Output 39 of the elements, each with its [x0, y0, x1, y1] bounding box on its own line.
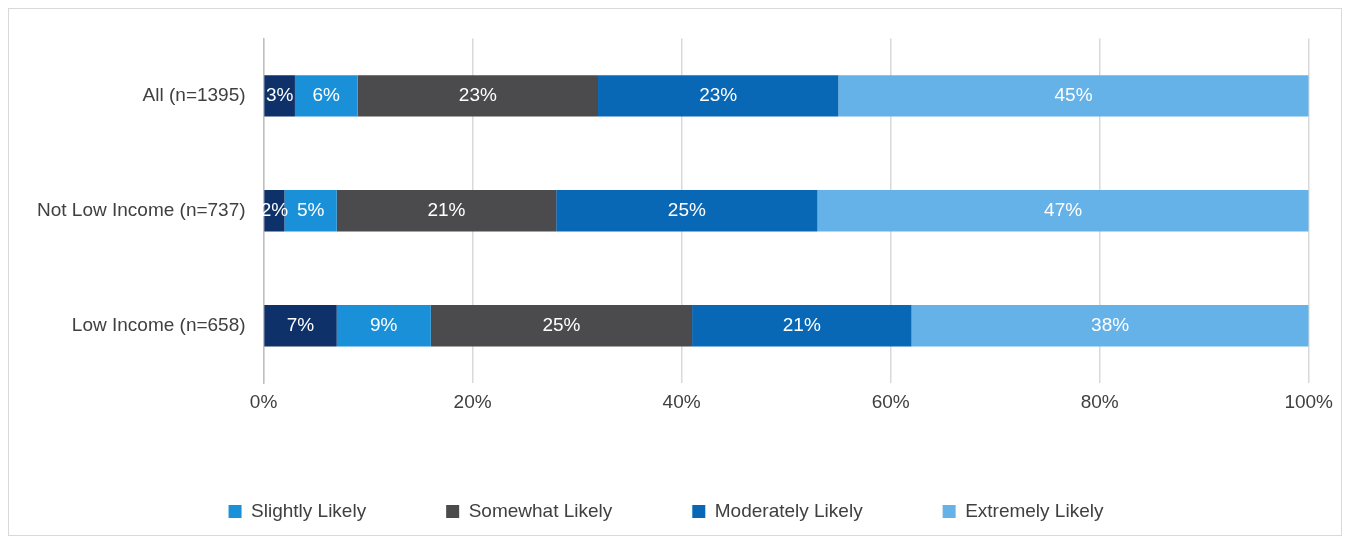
data-label: 21% [782, 313, 821, 335]
y-tick-label: All (n=1395) [142, 84, 246, 106]
data-label: 5% [296, 199, 325, 221]
data-label: 38% [1091, 313, 1130, 335]
legend-label: Moderately Likely [714, 499, 864, 521]
data-label: 23% [458, 84, 497, 106]
bar [598, 75, 839, 117]
legend-label: Extremely Likely [965, 499, 1104, 521]
bar [294, 75, 358, 117]
x-tick-label: 20% [453, 390, 492, 412]
bar [817, 190, 1309, 232]
bar [838, 75, 1309, 117]
data-label: 6% [312, 84, 341, 106]
bar [336, 190, 557, 232]
x-tick-label: 0% [249, 390, 278, 412]
bar [692, 305, 912, 347]
data-label: 3% [265, 84, 294, 106]
bar [430, 305, 693, 347]
data-label: 21% [427, 199, 466, 221]
bar [556, 190, 818, 232]
data-label: 47% [1044, 199, 1083, 221]
bar [911, 305, 1309, 347]
data-label: 25% [667, 199, 706, 221]
bar [264, 305, 337, 347]
data-label: 45% [1054, 84, 1093, 106]
x-tick-label: 40% [662, 390, 701, 412]
y-tick-label: Not Low Income (n=737) [36, 199, 246, 221]
legend-label: Slightly Likely [251, 499, 367, 521]
bar [336, 305, 431, 347]
x-tick-label: 100% [1284, 390, 1334, 412]
data-label: 9% [370, 313, 398, 335]
x-tick-label: 60% [871, 390, 910, 412]
data-label: 7% [286, 313, 315, 335]
y-tick-label: Low Income (n=658) [71, 313, 246, 335]
bar [357, 75, 599, 117]
legend-label: Somewhat Likely [468, 499, 613, 521]
x-tick-label: 80% [1080, 390, 1119, 412]
data-label: 23% [699, 84, 738, 106]
data-label: 25% [542, 313, 581, 335]
